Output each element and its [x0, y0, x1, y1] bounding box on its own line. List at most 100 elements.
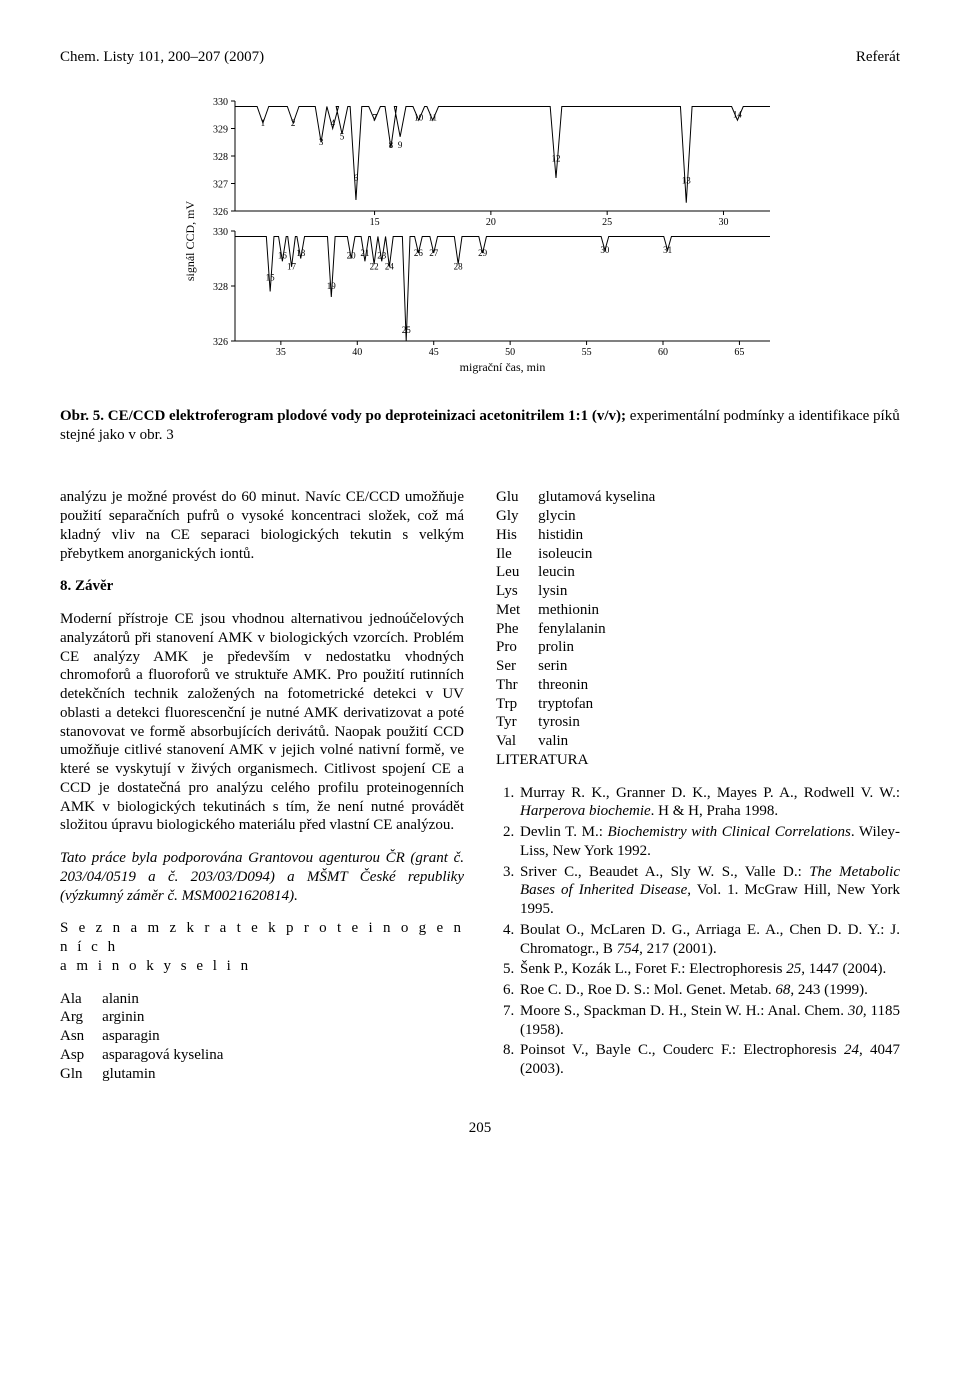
reference-item: Moore S., Spackman D. H., Stein W. H.: A… [518, 1002, 900, 1040]
svg-text:25: 25 [602, 217, 612, 228]
abbrev-code: Trp [496, 695, 538, 714]
para-analyza: analýzu je možné provést do 60 minut. Na… [60, 488, 464, 563]
abbrev-code: Asn [60, 1027, 102, 1046]
abbrev-code: Val [496, 732, 538, 751]
svg-text:30: 30 [600, 245, 610, 255]
abbrev-row: Gluglutamová kyselina [496, 488, 673, 507]
abbrev-row: Alaalanin [60, 990, 241, 1009]
abbrev-name: fenylalanin [538, 620, 673, 639]
electropherogram-figure: signál CCD, mV32632732832933015202530123… [180, 91, 780, 391]
figure-caption: Obr. 5. CE/CCD elektroferogram plodové v… [60, 407, 900, 445]
abbrev-name: glutamin [102, 1065, 241, 1084]
abbrev-row: Asnasparagin [60, 1027, 241, 1046]
abbrev-name: tyrosin [538, 713, 673, 732]
abbrev-name: valin [538, 732, 673, 751]
para-zaver: Moderní přístroje CE jsou vhodnou altern… [60, 610, 464, 835]
abbrev-name: leucin [538, 563, 673, 582]
reference-item: Sriver C., Beaudet A., Sly W. S., Valle … [518, 863, 900, 919]
svg-text:26: 26 [414, 248, 424, 258]
abbrev-code: Tyr [496, 713, 538, 732]
svg-text:31: 31 [663, 245, 672, 255]
abbrev-code: Phe [496, 620, 538, 639]
zkratky-line2: a m i n o k y s e l i n [60, 958, 251, 974]
chart-svg: signál CCD, mV32632732832933015202530123… [180, 91, 780, 391]
abbrev-row: Aspasparagová kyselina [60, 1046, 241, 1065]
page-number: 205 [60, 1119, 900, 1138]
svg-text:19: 19 [327, 281, 337, 291]
abbrev-code: Glu [496, 488, 538, 507]
svg-text:7: 7 [372, 112, 377, 122]
svg-text:13: 13 [682, 175, 692, 185]
literatura-heading: LITERATURA [496, 751, 900, 770]
svg-text:15: 15 [370, 217, 380, 228]
reference-item: Roe C. D., Roe D. S.: Mol. Genet. Metab.… [518, 981, 900, 1000]
reference-item: Šenk P., Kozák L., Foret F.: Electrophor… [518, 960, 900, 979]
abbrev-table-right: Gluglutamová kyselinaGlyglycinHishistidi… [496, 488, 673, 751]
abbrev-name: glycin [538, 507, 673, 526]
abbrev-name: glutamová kyselina [538, 488, 673, 507]
abbrev-row: Glyglycin [496, 507, 673, 526]
svg-text:23: 23 [377, 250, 387, 260]
svg-text:15: 15 [266, 272, 276, 282]
abbrev-code: Lys [496, 582, 538, 601]
left-column: analýzu je možné provést do 60 minut. Na… [60, 488, 464, 1083]
svg-text:8: 8 [389, 140, 394, 150]
abbrev-code: Gly [496, 507, 538, 526]
abbrev-code: Gln [60, 1065, 102, 1084]
abbrev-code: His [496, 526, 538, 545]
svg-text:50: 50 [505, 347, 515, 358]
abbrev-row: Hishistidin [496, 526, 673, 545]
abbrev-name: prolin [538, 638, 673, 657]
svg-text:migrační čas, min: migrační čas, min [460, 360, 546, 374]
abbrev-row: Proprolin [496, 638, 673, 657]
abbrev-code: Ile [496, 545, 538, 564]
svg-text:27: 27 [429, 248, 439, 258]
svg-text:326: 326 [213, 207, 228, 218]
header-right: Referát [856, 48, 900, 67]
svg-text:45: 45 [429, 347, 439, 358]
svg-text:30: 30 [718, 217, 728, 228]
svg-text:20: 20 [347, 250, 357, 260]
svg-text:60: 60 [658, 347, 668, 358]
svg-text:327: 327 [213, 179, 228, 190]
svg-text:326: 326 [213, 337, 228, 348]
abbrev-name: tryptofan [538, 695, 673, 714]
abbrev-name: histidin [538, 526, 673, 545]
abbrev-code: Pro [496, 638, 538, 657]
abbrev-row: Trptryptofan [496, 695, 673, 714]
svg-text:65: 65 [734, 347, 744, 358]
abbrev-code: Asp [60, 1046, 102, 1065]
svg-text:330: 330 [213, 97, 228, 108]
reference-item: Boulat O., McLaren D. G., Arriaga E. A.,… [518, 921, 900, 959]
abbrev-code: Thr [496, 676, 538, 695]
zkratky-heading: S e z n a m z k r a t e k p r o t e i n … [60, 919, 464, 975]
svg-text:330: 330 [213, 227, 228, 238]
abbrev-row: Valvalin [496, 732, 673, 751]
acknowledgement: Tato práce byla podporována Grantovou ag… [60, 849, 464, 905]
section-heading-zaver: 8. Závěr [60, 577, 464, 596]
svg-text:16: 16 [278, 250, 288, 260]
svg-text:328: 328 [213, 282, 228, 293]
svg-text:55: 55 [582, 347, 592, 358]
svg-text:11: 11 [428, 112, 437, 122]
svg-text:5: 5 [340, 131, 345, 141]
abbrev-name: threonin [538, 676, 673, 695]
svg-text:3: 3 [319, 137, 324, 147]
header-left: Chem. Listy 101, 200–207 (2007) [60, 48, 264, 67]
svg-text:17: 17 [287, 261, 297, 271]
svg-text:28: 28 [454, 261, 464, 271]
page-header: Chem. Listy 101, 200–207 (2007) Referát [60, 48, 900, 67]
svg-text:2: 2 [291, 118, 296, 128]
reference-item: Murray R. K., Granner D. K., Mayes P. A.… [518, 784, 900, 822]
svg-text:20: 20 [486, 217, 496, 228]
svg-text:6: 6 [354, 173, 359, 183]
svg-text:9: 9 [398, 140, 403, 150]
abbrev-row: Phefenylalanin [496, 620, 673, 639]
reference-list: Murray R. K., Granner D. K., Mayes P. A.… [496, 784, 900, 1079]
svg-text:signál CCD, mV: signál CCD, mV [183, 200, 197, 281]
svg-text:22: 22 [370, 261, 379, 271]
right-column: Gluglutamová kyselinaGlyglycinHishistidi… [496, 488, 900, 1083]
svg-text:328: 328 [213, 152, 228, 163]
abbrev-name: lysin [538, 582, 673, 601]
svg-text:329: 329 [213, 124, 228, 135]
